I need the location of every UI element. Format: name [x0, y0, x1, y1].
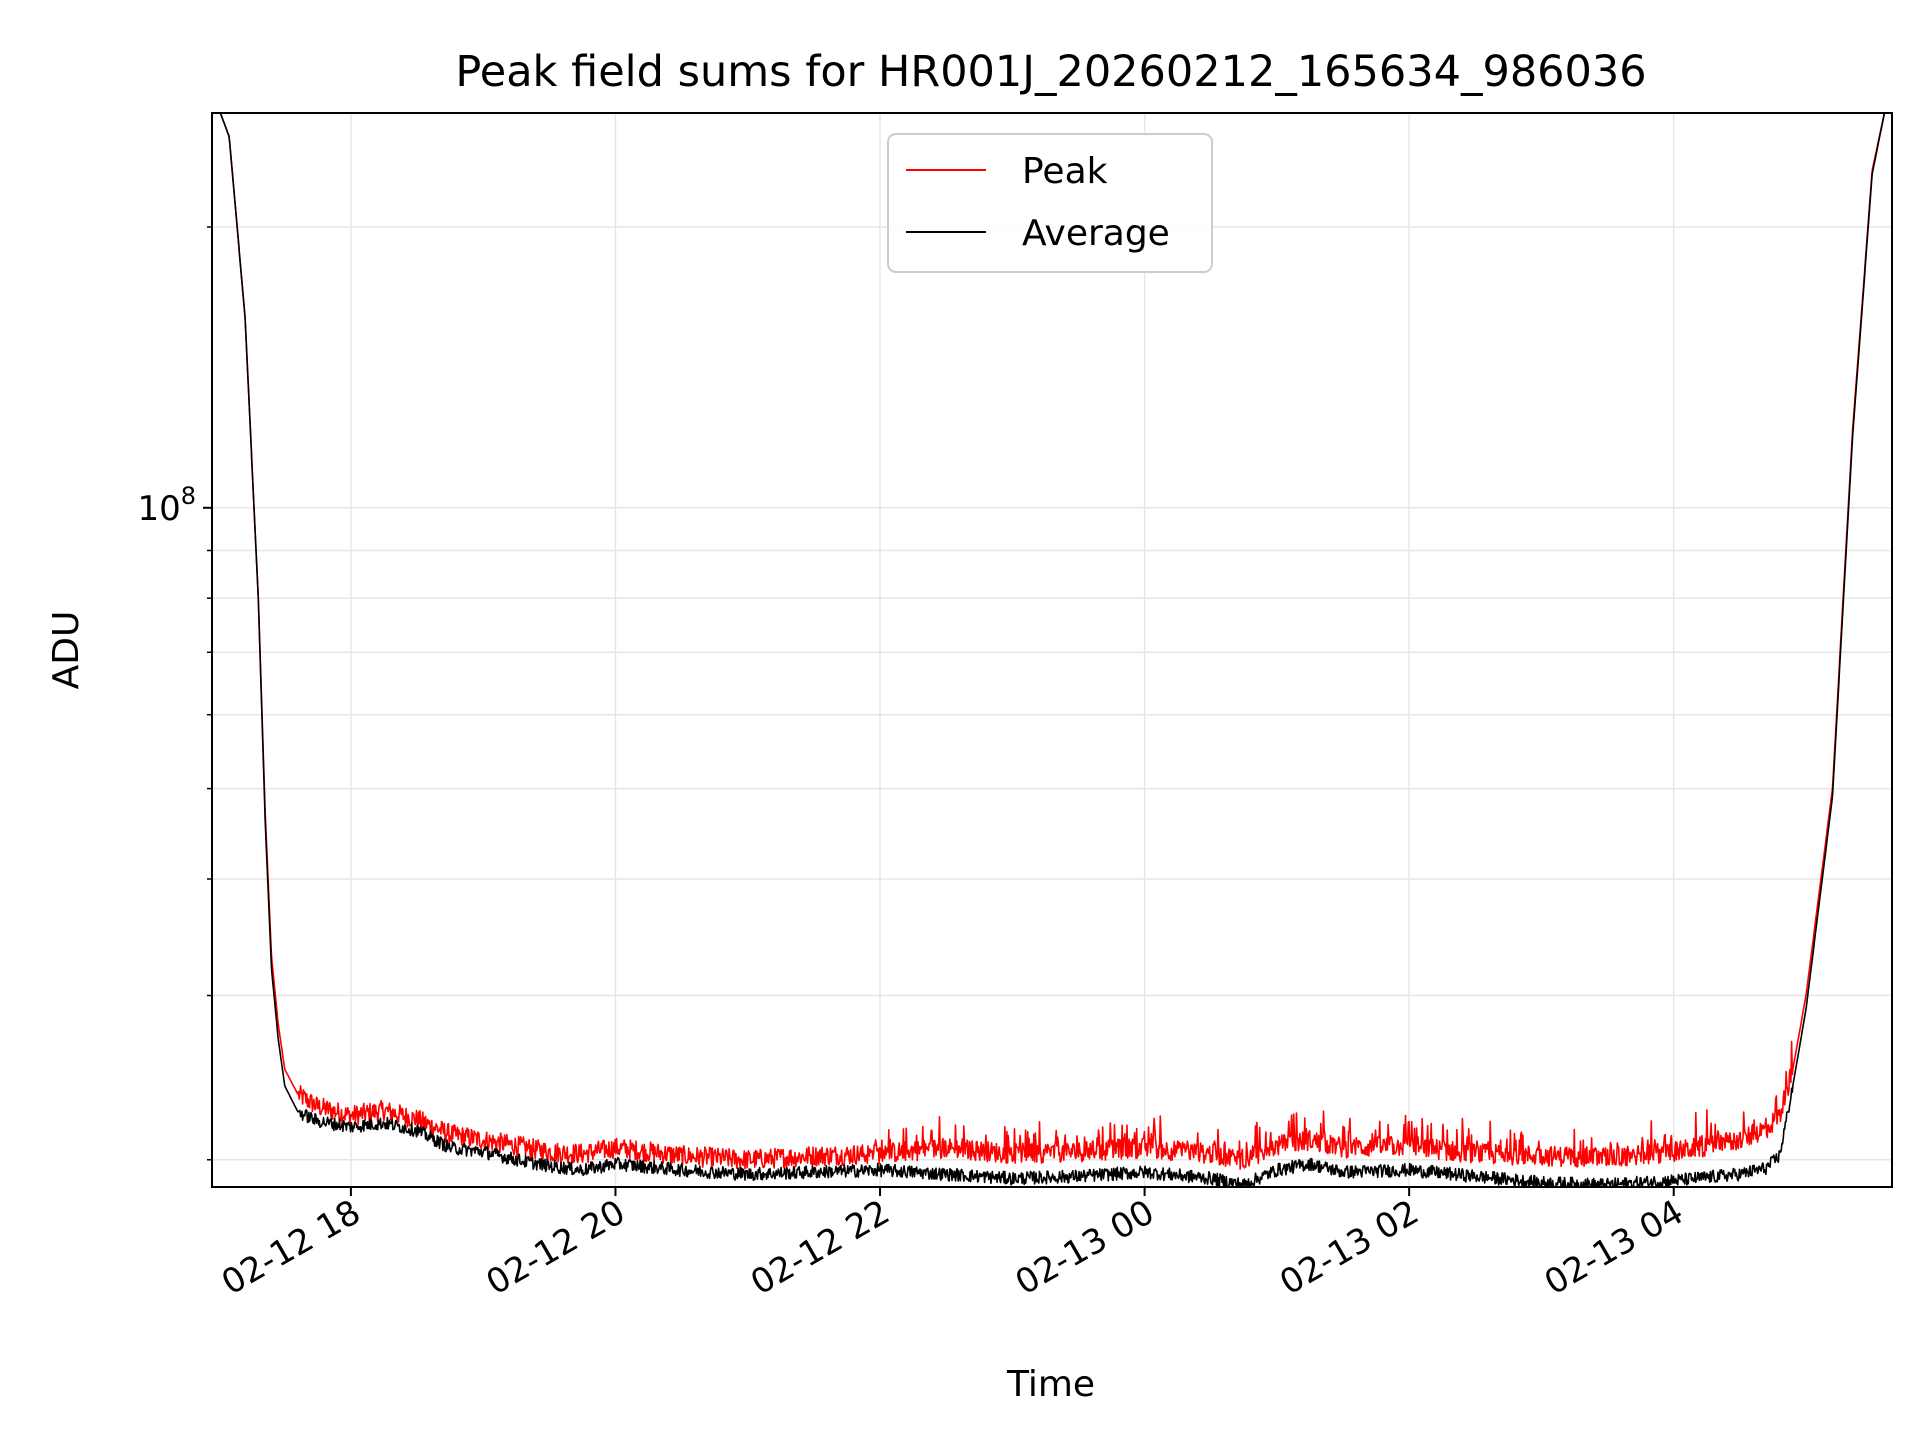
- series-layer: [219, 113, 1886, 1187]
- series-line-average: [219, 113, 1886, 1187]
- chart-title: Peak field sums for HR001J_20260212_1656…: [455, 47, 1646, 97]
- plot-area: [219, 113, 1886, 1187]
- legend-peak-label: Peak: [1022, 151, 1108, 192]
- axes-frame: [211, 112, 1893, 1188]
- legend: Peak Average: [887, 133, 1213, 273]
- y-axis: 108: [137, 226, 212, 1161]
- legend-box: [887, 133, 1213, 273]
- y-axis-label: ADU: [46, 611, 87, 690]
- y-tick-label: 108: [137, 482, 196, 529]
- legend-average-label: Average: [1022, 213, 1170, 254]
- x-axis-label: Time: [1006, 1364, 1095, 1405]
